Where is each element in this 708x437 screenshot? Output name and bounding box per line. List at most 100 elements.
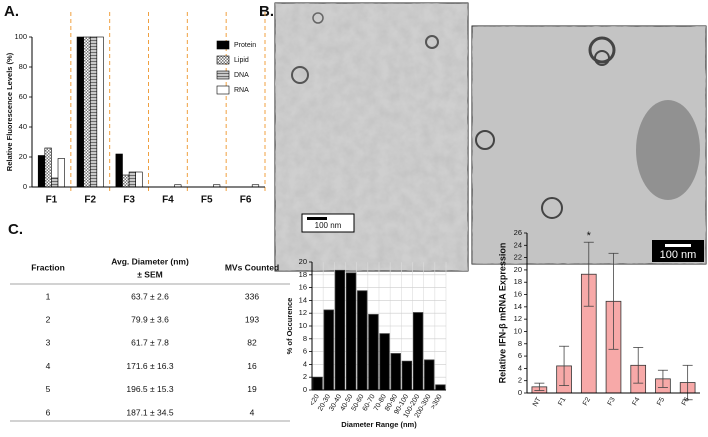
bar: [122, 174, 130, 188]
table-cell: 5: [46, 384, 51, 394]
y-axis-title: Relative IFN-β mRNA Expression: [497, 243, 507, 384]
panel-label: B.: [259, 3, 274, 20]
table-cell: 336: [245, 291, 259, 301]
table-cell: 2: [46, 314, 51, 324]
y-tick-label: 8: [303, 334, 307, 343]
table-cell: 1: [46, 291, 51, 301]
x-tick-label: F5: [656, 396, 666, 407]
y-tick-label: 18: [514, 277, 522, 286]
table-header: ± SEM: [137, 269, 162, 279]
y-tick-label: 12: [514, 314, 522, 323]
error-bar: [633, 347, 644, 384]
y-tick-label: 24: [514, 240, 522, 249]
table-cell: 16: [247, 361, 257, 371]
table: Fraction Avg. Diameter (nm) ± SEM MVs Co…: [10, 256, 290, 422]
y-tick-label: 20: [514, 265, 522, 274]
x-tick-label: F6: [681, 396, 691, 407]
bar: [312, 376, 323, 391]
bar: [76, 36, 84, 188]
y-tick-label: 8: [518, 339, 522, 348]
table-cell: 19: [247, 384, 257, 394]
y-tick-label: 4: [518, 363, 522, 372]
scale-bar-label: 100 nm: [315, 221, 342, 230]
bar: [435, 384, 446, 391]
x-tick-label: F3: [607, 396, 617, 407]
bar: [96, 36, 104, 188]
y-tick-label: 6: [518, 351, 522, 360]
legend-swatch: [216, 85, 230, 95]
x-tick-label: F2: [84, 195, 96, 206]
bar: [89, 36, 98, 188]
y-tick-label: 100: [14, 32, 27, 41]
bar: [424, 359, 435, 391]
bar: [135, 171, 143, 188]
error-bar: [583, 241, 594, 307]
micrograph: 100 nm: [471, 25, 707, 265]
y-tick-label: 0: [303, 385, 307, 394]
bar: [57, 158, 65, 188]
error-bar: [682, 364, 693, 401]
micrograph: 100 nm: [274, 2, 469, 272]
y-tick-label: 26: [514, 228, 522, 237]
x-tick-label: F1: [557, 396, 567, 407]
bar: [323, 309, 334, 391]
table-cell: 171.6 ± 16.3: [126, 361, 173, 371]
error-bar: [608, 252, 619, 350]
table-cell: 6: [46, 407, 51, 417]
table-cell: 61.7 ± 7.8: [131, 338, 169, 348]
x-tick-label: F2: [582, 396, 592, 407]
bar: [345, 272, 357, 391]
x-tick-label: F5: [201, 195, 213, 206]
x-tick-label: NT: [532, 396, 543, 408]
scale-bar-label: 100 nm: [660, 249, 697, 261]
x-tick-label: >300: [430, 393, 444, 410]
bar: [115, 153, 123, 188]
y-tick-label: 18: [299, 270, 307, 279]
bar: [379, 333, 390, 391]
y-tick-label: 16: [514, 290, 522, 299]
bar: [44, 147, 52, 188]
y-tick-label: 10: [514, 326, 522, 335]
bar: [412, 312, 424, 391]
x-tick-label: F1: [46, 195, 58, 206]
y-tick-label: 20: [299, 257, 307, 266]
y-tick-label: 4: [303, 359, 307, 368]
panel-label: A.: [4, 3, 19, 20]
bar: [83, 36, 91, 188]
bar: [390, 353, 401, 391]
legend-label: Lipid: [234, 57, 249, 64]
y-axis-title: Relative Fluorescence Levels (%): [5, 52, 14, 171]
table-cell: 3: [46, 338, 51, 348]
y-tick-label: 22: [514, 253, 522, 262]
legend-label: RNA: [234, 87, 249, 94]
y-tick-label: 20: [19, 152, 27, 161]
table-header: Fraction: [31, 262, 65, 272]
error-bar: [534, 382, 545, 391]
error-bar: [657, 369, 668, 388]
bar: [334, 269, 346, 391]
legend-label: Protein: [234, 42, 256, 49]
bar: [357, 290, 368, 391]
error-bar: [559, 345, 570, 387]
y-tick-label: 0: [518, 388, 522, 397]
legend-label: DNA: [234, 72, 249, 79]
y-tick-label: 12: [299, 308, 307, 317]
y-tick-label: 2: [518, 376, 522, 385]
table-header: MVs Counted: [225, 262, 279, 272]
table-cell: 193: [245, 314, 259, 324]
bar: [128, 171, 136, 188]
x-axis-title: Diameter Range (nm): [341, 420, 417, 429]
bar: [51, 177, 59, 188]
x-tick-label: F3: [123, 195, 135, 206]
y-tick-label: 2: [303, 372, 307, 381]
bar: [368, 314, 379, 391]
legend-swatch: [216, 55, 230, 65]
panel-label: C.: [8, 221, 23, 238]
table-cell: 79.9 ± 3.6: [131, 314, 169, 324]
y-tick-label: 14: [514, 302, 522, 311]
y-axis-title: % of Occurence: [285, 298, 294, 355]
x-tick-label: F6: [240, 195, 252, 206]
bar: [37, 155, 46, 188]
